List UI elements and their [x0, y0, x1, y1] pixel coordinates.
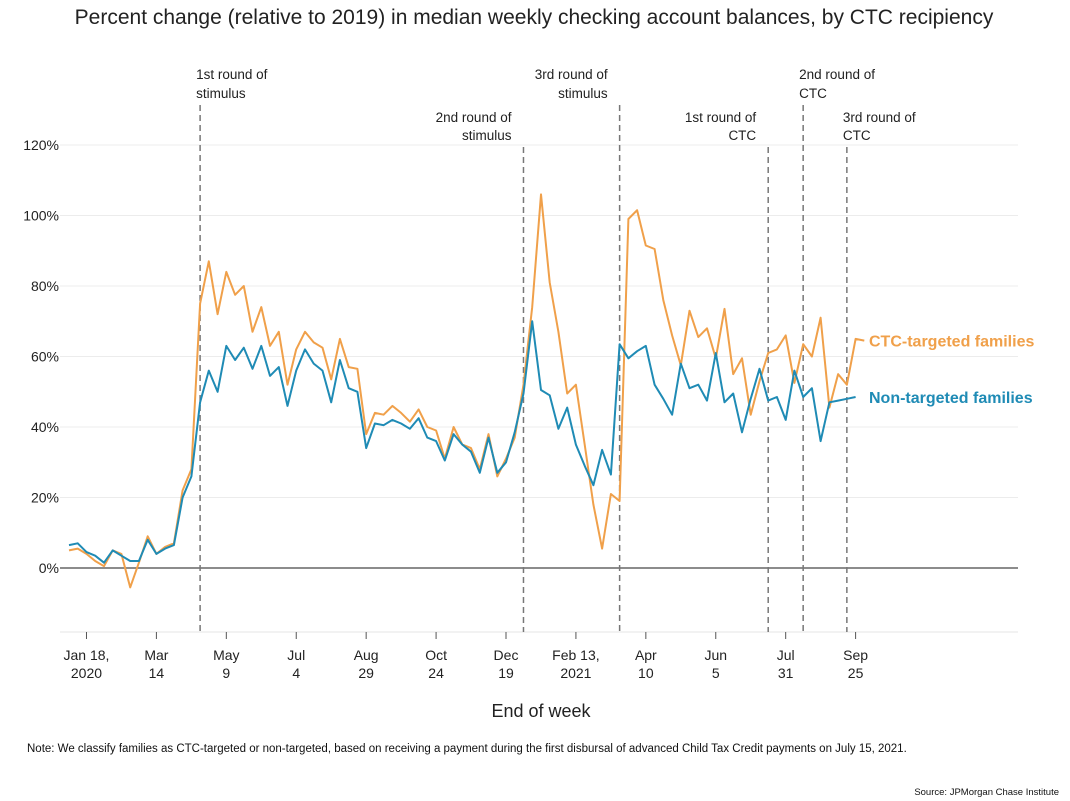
x-tick-label: Jun — [704, 647, 727, 663]
non-targeted-line — [68, 320, 856, 564]
x-tick-label: 2020 — [71, 665, 102, 681]
y-tick-label: 60% — [31, 349, 59, 365]
event-label: stimulus — [196, 86, 246, 101]
x-tick-label: Jan 18, — [64, 647, 110, 663]
ctc-targeted-label: CTC-targeted families — [869, 334, 1034, 351]
x-tick-label: 9 — [222, 665, 230, 681]
x-tick-label: Oct — [425, 647, 447, 663]
x-tick-label: Feb 13, — [552, 647, 599, 663]
x-tick-label: Aug — [354, 647, 379, 663]
x-tick-label: 10 — [638, 665, 654, 681]
x-tick-label: 4 — [292, 665, 300, 681]
source-credit: Source: JPMorgan Chase Institute — [914, 787, 1059, 798]
series-lines — [68, 193, 865, 589]
y-tick-label: 0% — [39, 560, 59, 576]
x-tick-label: 24 — [428, 665, 444, 681]
y-tick-label: 20% — [31, 490, 59, 506]
event-label: 1st round of — [196, 67, 268, 82]
series-labels: CTC-targeted families Non-targeted famili… — [869, 334, 1034, 407]
x-tick-label: 14 — [149, 665, 165, 681]
x-tick-label: 25 — [848, 665, 864, 681]
event-label: stimulus — [558, 86, 608, 101]
x-tick-label: Jul — [777, 647, 795, 663]
y-axis: 0% 20% 40% 60% 80% 100% 120% — [23, 137, 59, 576]
x-tick-label: 19 — [498, 665, 514, 681]
event-label: CTC — [799, 86, 827, 101]
event-label: 3rd round of — [535, 67, 608, 82]
event-label: CTC — [843, 128, 871, 143]
x-tick-label: 31 — [778, 665, 794, 681]
x-tick-label: Sep — [843, 647, 868, 663]
y-tick-label: 100% — [23, 208, 59, 224]
non-targeted-label: Non-targeted families — [869, 390, 1033, 407]
y-tick-label: 40% — [31, 419, 59, 435]
event-label: 2nd round of — [436, 110, 512, 125]
x-tick-label: 5 — [712, 665, 720, 681]
event-markers: 1st round of stimulus 2nd round of stimulus… — [196, 67, 916, 632]
y-tick-label: 120% — [23, 137, 59, 153]
x-tick-label: Jul — [287, 647, 305, 663]
x-tick-label: 2021 — [560, 665, 591, 681]
x-axis: Jan 18, 2020 Mar 14 May 9 Jul 4 Aug 29 Oct 24 Dec 19 F… — [64, 632, 868, 681]
event-label: 1st round of — [685, 110, 757, 125]
x-tick-label: Mar — [144, 647, 168, 663]
chart-title: Percent change (relative to 2019) in med… — [75, 6, 994, 29]
x-tick-label: Dec — [494, 647, 519, 663]
event-label: 3rd round of — [843, 110, 916, 125]
x-tick-label: 29 — [358, 665, 374, 681]
event-label: CTC — [728, 128, 756, 143]
x-tick-label: May — [213, 647, 239, 663]
ctc-targeted-line — [68, 193, 865, 589]
x-axis-title: End of week — [491, 701, 591, 721]
event-label: 2nd round of — [799, 67, 875, 82]
x-tick-label: Apr — [635, 647, 657, 663]
footnote: Note: We classify families as CTC-target… — [27, 743, 907, 755]
event-label: stimulus — [462, 128, 512, 143]
y-tick-label: 80% — [31, 278, 59, 294]
